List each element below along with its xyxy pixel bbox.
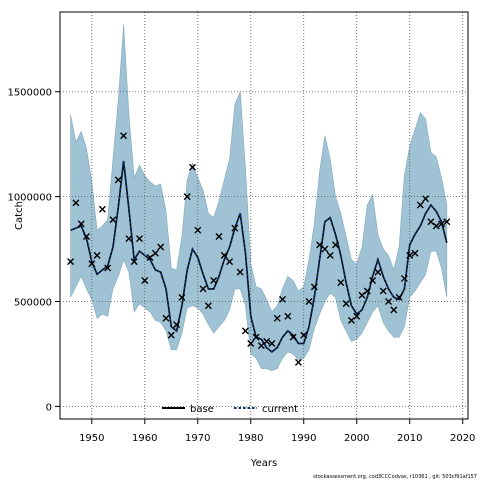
observed-point: [395, 293, 403, 301]
observed-point: [67, 258, 75, 266]
observed-point: [157, 243, 165, 251]
plot-frame: [59, 11, 469, 420]
x-tick-label: 1960: [132, 433, 157, 444]
x-tick-label: 2000: [344, 433, 369, 444]
observed-point: [374, 268, 382, 276]
x-tick-label: 2010: [397, 433, 422, 444]
x-tick-label: 1980: [238, 433, 263, 444]
observed-point: [400, 274, 408, 282]
observed-point: [289, 333, 297, 341]
observed-point: [215, 232, 223, 240]
observed-point: [379, 287, 387, 295]
observed-point: [194, 226, 202, 234]
observed-point: [104, 264, 112, 272]
observed-point: [125, 235, 133, 243]
observed-point: [135, 235, 143, 243]
observed-point: [114, 176, 122, 184]
legend-base-label: base: [190, 404, 214, 415]
observed-point: [151, 249, 159, 257]
observed-point: [82, 232, 90, 240]
observed-point: [279, 295, 287, 303]
x-tick-label: 1970: [185, 433, 210, 444]
observed-point: [210, 277, 218, 285]
observed-point: [199, 285, 207, 293]
observed-point: [406, 251, 414, 259]
observed-point: [178, 293, 186, 301]
observed-point: [443, 218, 451, 226]
x-tick-label: 1990: [291, 433, 316, 444]
observed-point: [284, 312, 292, 320]
observed-point: [236, 268, 244, 276]
observed-point: [167, 331, 175, 339]
observed-point: [411, 249, 419, 257]
y-tick-label: 0: [46, 402, 52, 413]
series-line-current: [70, 160, 448, 353]
observed-point: [363, 287, 371, 295]
observed-point: [337, 279, 345, 287]
observed-point: [263, 337, 271, 345]
observed-point: [204, 302, 212, 310]
x-axis-title: Years: [250, 458, 277, 469]
y-tick-label: 1000000: [7, 193, 52, 204]
observed-point: [310, 283, 318, 291]
observed-point: [247, 339, 255, 347]
observed-point: [347, 316, 355, 324]
observed-point: [88, 260, 96, 268]
observed-point: [358, 291, 366, 299]
observed-point: [173, 321, 181, 329]
observed-point: [316, 241, 324, 249]
observed-point: [226, 258, 234, 266]
legend-current-label: current: [262, 404, 298, 415]
observed-point: [268, 339, 276, 347]
observed-point: [438, 220, 446, 228]
y-tick-label: 500000: [14, 298, 52, 309]
observed-point: [120, 132, 128, 140]
observed-point: [422, 195, 430, 203]
observed-point: [326, 251, 334, 259]
axis-layer: 1950 1960 1970 1980 1990 2000 2010 2020 0 500000 1…: [7, 88, 475, 444]
observed-point: [72, 199, 80, 207]
y-axis-title: Catch: [14, 201, 25, 230]
observed-point: [257, 342, 265, 350]
observed-point: [231, 224, 239, 232]
observed-point: [342, 300, 350, 308]
observed-point: [273, 314, 281, 322]
observed-point: [220, 251, 228, 259]
observed-point: [416, 201, 424, 209]
observed-point: [98, 205, 106, 213]
observed-point: [130, 258, 138, 266]
observed-point: [385, 298, 393, 306]
observed-point: [353, 312, 361, 320]
observed-point: [390, 306, 398, 314]
observed-point: [321, 245, 329, 253]
observed-points-layer: [67, 132, 451, 366]
observed-point: [294, 358, 302, 366]
observed-point: [300, 331, 308, 339]
observed-point: [183, 193, 191, 201]
footer-credit: stockassessment.org, cod3CCCodvas, r1036…: [313, 474, 477, 480]
observed-point: [109, 216, 117, 224]
observed-point: [162, 314, 170, 322]
observed-point: [77, 220, 85, 228]
observed-point: [241, 327, 249, 335]
observed-point: [332, 241, 340, 249]
observed-point: [93, 251, 101, 259]
observed-point: [188, 163, 196, 171]
observed-point: [369, 277, 377, 285]
observed-point: [432, 222, 440, 230]
x-tick-label: 2020: [450, 433, 475, 444]
observed-point: [252, 333, 260, 341]
observed-point: [141, 277, 149, 285]
observed-point: [305, 298, 313, 306]
x-tick-label: 1950: [79, 433, 104, 444]
observed-point: [427, 218, 435, 226]
series-line-layer: [70, 160, 448, 353]
grid-layer: [60, 12, 468, 419]
observed-point: [146, 253, 154, 261]
y-tick-label: 1500000: [7, 88, 52, 99]
legend: base current: [162, 404, 298, 415]
